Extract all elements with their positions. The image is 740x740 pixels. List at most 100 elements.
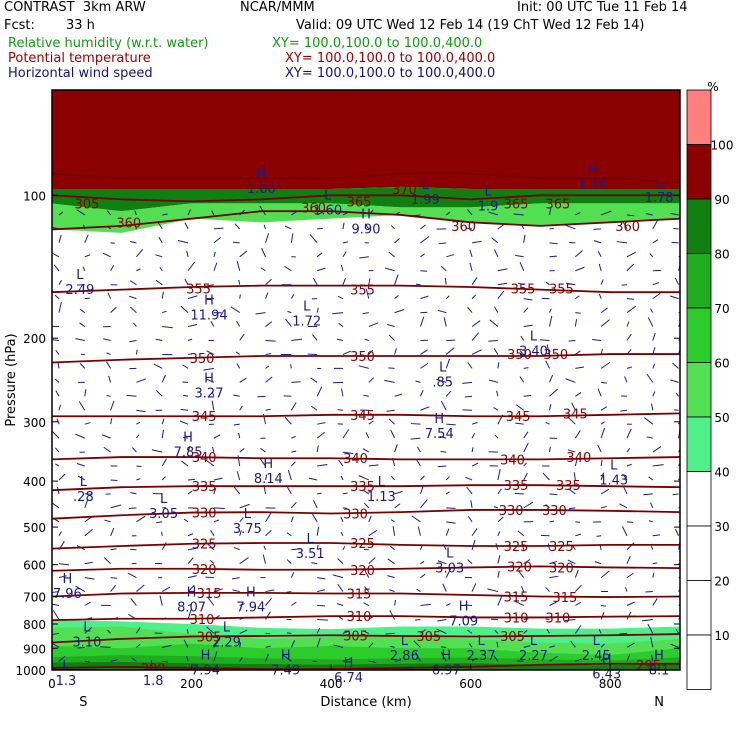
wind-vector <box>290 402 297 411</box>
wind-vector <box>497 531 501 536</box>
wind-vector <box>110 548 117 551</box>
wind-extremum-value: 7.49 <box>271 663 300 678</box>
colorbar-swatch <box>686 416 712 472</box>
wind-vector <box>678 588 680 592</box>
wind-vector <box>415 283 421 286</box>
wind-vector <box>651 403 654 411</box>
theta-label: 320 <box>549 561 574 576</box>
wind-vector <box>674 528 680 536</box>
wind-vector <box>180 409 189 411</box>
wind-vector <box>575 350 581 355</box>
wind-vector <box>445 211 451 216</box>
wind-vector <box>523 442 529 453</box>
wind-vector <box>674 277 680 285</box>
wind-vector <box>471 294 477 299</box>
wind-vector <box>389 589 395 593</box>
wind-vector <box>187 575 197 579</box>
field-theta-xy: XY= 100.0,100.0 to 100.0,400.0 <box>285 51 496 66</box>
wind-vector <box>467 629 473 634</box>
wind-vector <box>493 655 499 662</box>
wind-vector <box>493 506 499 509</box>
wind-vector <box>523 629 528 634</box>
wind-vector <box>100 646 111 648</box>
wind-vector <box>384 267 395 272</box>
wind-vector <box>310 405 318 411</box>
wind-vector <box>136 249 144 258</box>
wind-vector <box>265 408 271 411</box>
wind-vector <box>464 604 473 607</box>
wind-vector <box>573 472 576 481</box>
wind-vector <box>624 376 628 383</box>
wind-vector <box>136 421 141 425</box>
wind-vector <box>131 657 137 662</box>
theta-label: 325 <box>504 540 529 555</box>
wind-vector <box>340 531 344 537</box>
wind-vector <box>675 392 679 397</box>
wind-vector <box>134 210 137 216</box>
wind-vector <box>419 316 425 327</box>
plot-frame <box>51 89 681 671</box>
wind-vector <box>338 322 344 327</box>
wind-vector <box>670 295 679 300</box>
wind-vector <box>420 362 429 369</box>
wind-vector <box>619 503 628 509</box>
wind-vector <box>342 630 350 634</box>
wind-vector <box>317 422 326 425</box>
wind-vector-layer <box>52 205 680 663</box>
wind-vector <box>549 315 553 327</box>
y-tick-label: 800 <box>23 618 46 632</box>
wind-extremum-low: L <box>80 475 88 490</box>
wind-vector <box>567 416 576 425</box>
theta-label: 355 <box>511 282 536 297</box>
wind-vector <box>238 279 241 285</box>
wind-vector <box>53 264 60 272</box>
colorbar-tick-label: 70 <box>714 302 729 316</box>
wind-vector <box>213 519 220 523</box>
wind-vector <box>363 394 369 397</box>
wind-vector <box>210 529 215 537</box>
wind-vector <box>232 241 240 244</box>
wind-vector <box>420 475 425 481</box>
wind-vector <box>159 595 163 606</box>
wind-vector <box>183 639 189 648</box>
theta-label: 335 <box>504 479 529 494</box>
wind-vector <box>571 402 576 411</box>
wind-vector <box>523 559 531 565</box>
wind-vector <box>419 390 424 397</box>
wind-vector <box>641 618 653 622</box>
wind-vector <box>523 431 529 439</box>
x-tick-label: 600 <box>459 677 482 691</box>
wind-vector <box>52 603 60 607</box>
wind-vector <box>446 254 455 258</box>
wind-vector <box>75 585 86 592</box>
wind-vector <box>624 587 628 592</box>
x-tick-label: 400 <box>320 677 343 691</box>
wind-vector <box>290 461 296 467</box>
wind-vector <box>596 535 602 537</box>
wind-vector <box>213 640 219 648</box>
theta-contour-340 <box>52 456 680 461</box>
theta-label: 305 <box>416 630 441 645</box>
wind-vector <box>513 213 524 216</box>
theta-contour-335 <box>52 484 680 492</box>
wind-vector <box>394 503 401 509</box>
wind-extremum-value: 7.94 <box>236 600 265 615</box>
theta-label: 335 <box>556 479 581 494</box>
wind-vector <box>265 292 269 299</box>
wind-extremum-low: L <box>655 176 663 191</box>
wind-extremum-low: L <box>150 659 158 674</box>
wind-vector <box>58 211 64 216</box>
wind-vector <box>626 305 637 314</box>
wind-extremum-high: H <box>361 208 371 223</box>
wind-vector <box>233 394 240 397</box>
wind-vector <box>515 254 524 258</box>
wind-vector <box>394 294 399 300</box>
wind-vector <box>419 486 424 495</box>
theta-label: 345 <box>350 409 375 424</box>
wind-vector <box>127 572 137 579</box>
wind-vector <box>471 528 478 537</box>
theta-label: 350 <box>543 348 568 363</box>
wind-vector <box>108 375 112 383</box>
wind-vector <box>317 492 322 495</box>
wind-extremum-high: H <box>281 648 291 663</box>
